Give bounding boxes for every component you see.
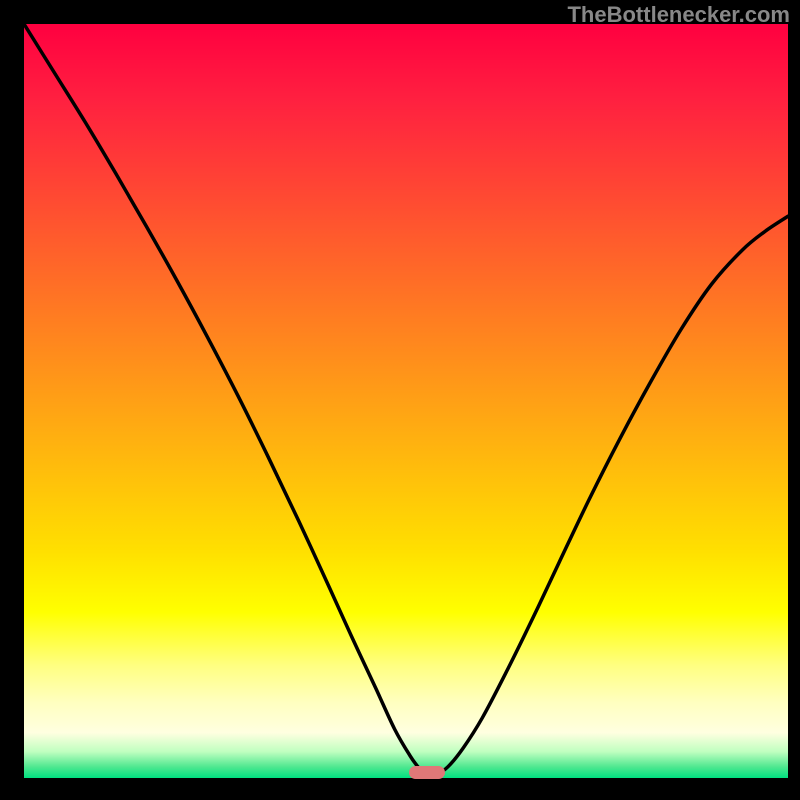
plot-area [24, 24, 788, 778]
plot-svg [24, 24, 788, 778]
chart-container: TheBottlenecker.com [0, 0, 800, 800]
watermark-text: TheBottlenecker.com [567, 2, 790, 28]
bottleneck-marker [409, 766, 445, 779]
bottleneck-curve [24, 24, 788, 775]
